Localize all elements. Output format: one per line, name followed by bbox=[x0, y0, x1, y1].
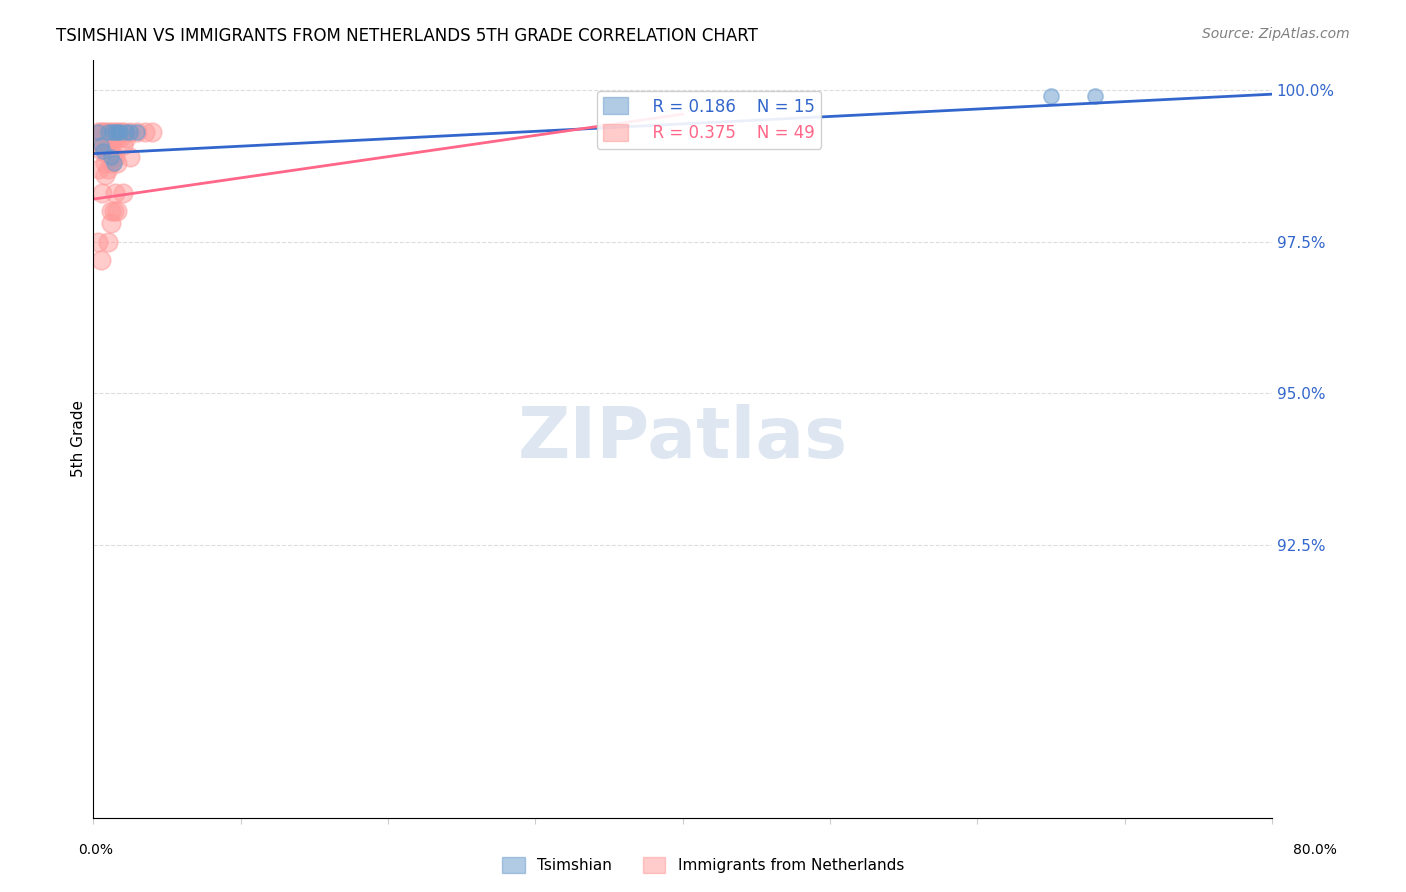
Text: TSIMSHIAN VS IMMIGRANTS FROM NETHERLANDS 5TH GRADE CORRELATION CHART: TSIMSHIAN VS IMMIGRANTS FROM NETHERLANDS… bbox=[56, 27, 758, 45]
Point bbox=[112, 125, 135, 139]
Point bbox=[97, 144, 120, 158]
Point bbox=[110, 125, 132, 139]
Point bbox=[86, 235, 108, 249]
Point bbox=[94, 131, 117, 145]
Point bbox=[118, 150, 141, 164]
Point bbox=[86, 125, 108, 139]
Point bbox=[103, 155, 125, 169]
Point bbox=[134, 125, 156, 139]
Point bbox=[107, 125, 129, 139]
Point bbox=[98, 125, 121, 139]
Point bbox=[94, 155, 117, 169]
Point bbox=[114, 125, 136, 139]
Text: 0.0%: 0.0% bbox=[79, 843, 112, 857]
Point bbox=[91, 186, 114, 200]
Point bbox=[90, 137, 112, 152]
Legend: Tsimshian, Immigrants from Netherlands: Tsimshian, Immigrants from Netherlands bbox=[496, 851, 910, 880]
Point bbox=[127, 125, 149, 139]
Point bbox=[90, 125, 112, 139]
Point bbox=[103, 204, 125, 219]
Point bbox=[118, 125, 141, 139]
Point bbox=[105, 131, 128, 145]
Point bbox=[97, 235, 120, 249]
Point bbox=[94, 168, 117, 182]
Point bbox=[96, 125, 118, 139]
Point bbox=[108, 131, 131, 145]
Point bbox=[100, 155, 122, 169]
Point bbox=[111, 137, 134, 152]
Point bbox=[104, 125, 127, 139]
Point bbox=[98, 137, 121, 152]
Point bbox=[111, 186, 134, 200]
Point bbox=[97, 125, 120, 139]
Point bbox=[105, 204, 128, 219]
Point bbox=[96, 137, 118, 152]
Point bbox=[90, 137, 112, 152]
Point bbox=[101, 150, 124, 164]
Point bbox=[101, 125, 124, 139]
Point bbox=[87, 161, 110, 176]
Point bbox=[100, 216, 122, 230]
Point bbox=[104, 150, 127, 164]
Point bbox=[127, 125, 149, 139]
Point bbox=[103, 131, 125, 145]
Point bbox=[105, 155, 128, 169]
Point bbox=[97, 131, 120, 145]
Point bbox=[1084, 89, 1107, 103]
Point bbox=[114, 131, 136, 145]
Point bbox=[97, 161, 120, 176]
Point bbox=[118, 125, 141, 139]
Point bbox=[94, 144, 117, 158]
Point bbox=[100, 150, 122, 164]
Point bbox=[93, 144, 115, 158]
Point bbox=[107, 125, 129, 139]
Point bbox=[86, 125, 108, 139]
Text: Source: ZipAtlas.com: Source: ZipAtlas.com bbox=[1202, 27, 1350, 41]
Point bbox=[108, 125, 131, 139]
Point bbox=[91, 144, 114, 158]
Point bbox=[93, 125, 115, 139]
Text: ZIPatlas: ZIPatlas bbox=[517, 404, 848, 474]
Point bbox=[141, 125, 163, 139]
Point bbox=[1039, 89, 1062, 103]
Point bbox=[104, 125, 127, 139]
Point bbox=[90, 252, 112, 267]
Point bbox=[93, 137, 115, 152]
Point bbox=[100, 144, 122, 158]
Point bbox=[104, 186, 127, 200]
Legend:   R = 0.186    N = 15,   R = 0.375    N = 49: R = 0.186 N = 15, R = 0.375 N = 49 bbox=[596, 91, 821, 149]
Text: 80.0%: 80.0% bbox=[1292, 843, 1337, 857]
Point bbox=[101, 125, 124, 139]
Point bbox=[100, 131, 122, 145]
Point bbox=[100, 204, 122, 219]
Y-axis label: 5th Grade: 5th Grade bbox=[72, 401, 86, 477]
